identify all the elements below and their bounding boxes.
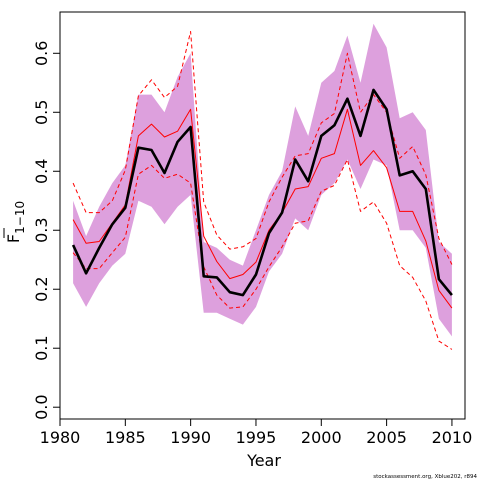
y-tick-label-0.2: 0.2 [32, 276, 51, 301]
plot-area [71, 23, 453, 350]
x-axis-title: Year [246, 451, 281, 470]
series-line-lower [72, 159, 453, 350]
y-tick-label-0.1: 0.1 [32, 335, 51, 360]
y-tick-label-0.3: 0.3 [32, 217, 51, 242]
y-tick-label-0.5: 0.5 [32, 100, 51, 125]
confidence-band [73, 23, 452, 337]
x-axis: 1980 1985 1990 1995 2000 2005 2010 [40, 419, 473, 447]
x-tick-label-1990: 1990 [170, 428, 211, 447]
y-axis-title-subscript: 1−10 [13, 201, 27, 234]
plot-frame [59, 11, 466, 420]
y-tick-label-0.0: 0.0 [32, 394, 51, 419]
x-tick-label-2010: 2010 [432, 428, 473, 447]
y-tick-label-0.6: 0.6 [32, 41, 51, 66]
x-tick-label-1980: 1980 [40, 428, 81, 447]
series-line-mid [72, 108, 453, 309]
x-tick-label-2005: 2005 [366, 428, 407, 447]
series-line-estimate [71, 88, 453, 297]
svg-text:F1−10: F1−10 [4, 201, 27, 243]
x-tick-label-1995: 1995 [236, 428, 277, 447]
x-tick-label-1985: 1985 [105, 428, 146, 447]
y-axis-title: F1−10 [3, 201, 27, 243]
footer-credit: stockassessment.org, Xblue202, r894 [373, 474, 477, 480]
y-axis-title-main: F [4, 234, 23, 243]
x-tick-label-2000: 2000 [301, 428, 342, 447]
y-axis: 0.0 0.1 0.2 0.3 0.4 0.5 0.6 [32, 41, 60, 420]
y-tick-label-0.4: 0.4 [32, 159, 51, 184]
